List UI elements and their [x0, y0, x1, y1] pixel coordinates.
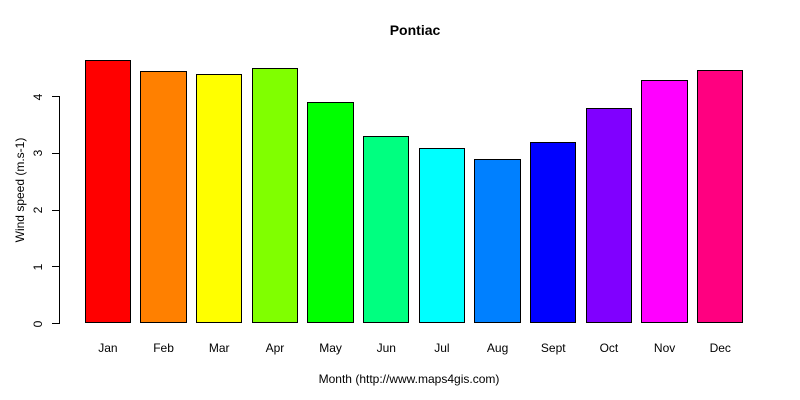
bar-apr	[251, 68, 299, 324]
x-axis-tick-label-may: May	[319, 341, 342, 355]
x-axis-title: Month (http://www.maps4gis.com)	[318, 372, 500, 386]
bar-mar	[196, 74, 243, 324]
bar-oct	[585, 108, 633, 324]
y-axis-tick-label: 2	[31, 206, 45, 214]
bar-jul	[418, 147, 466, 324]
y-axis-tick	[52, 96, 59, 98]
y-axis-tick-label: 3	[31, 150, 45, 157]
y-axis-tick-label: 0	[31, 320, 45, 327]
bar-dec	[697, 70, 744, 324]
x-axis-tick-label-mar: Mar	[208, 341, 230, 355]
x-axis-tick-label-jan: Jan	[98, 341, 118, 355]
y-axis-tick	[52, 266, 59, 268]
bar-may	[307, 102, 354, 324]
y-axis-title: Wind speed (m.s-1)	[13, 137, 27, 243]
bar-jun	[363, 136, 410, 324]
y-axis-tick	[52, 323, 59, 324]
y-axis-line	[59, 96, 60, 324]
y-axis-tick	[52, 209, 59, 211]
x-axis-tick-label-jul: Jul	[434, 341, 450, 355]
x-axis-tick-label-apr: Apr	[265, 341, 285, 355]
bar-sept	[530, 142, 577, 324]
x-axis-tick-label-dec: Dec	[709, 341, 731, 355]
bar-feb	[140, 71, 187, 324]
bar-aug	[474, 159, 521, 324]
y-axis-tick	[52, 152, 59, 154]
bar-jan	[84, 59, 132, 324]
x-axis-tick-label-feb: Feb	[153, 341, 174, 355]
x-axis-tick-label-jun: Jun	[376, 341, 396, 355]
x-axis-tick-label-aug: Aug	[486, 341, 509, 355]
chart-title: Pontiac	[389, 22, 441, 38]
bar-nov	[641, 79, 688, 324]
y-axis-tick-label: 1	[31, 263, 45, 271]
x-axis-tick-label-sept: Sept	[540, 341, 566, 355]
x-axis-tick-label-nov: Nov	[653, 341, 676, 355]
y-axis-tick-label: 4	[31, 93, 45, 101]
x-axis-tick-label-oct: Oct	[599, 341, 619, 355]
